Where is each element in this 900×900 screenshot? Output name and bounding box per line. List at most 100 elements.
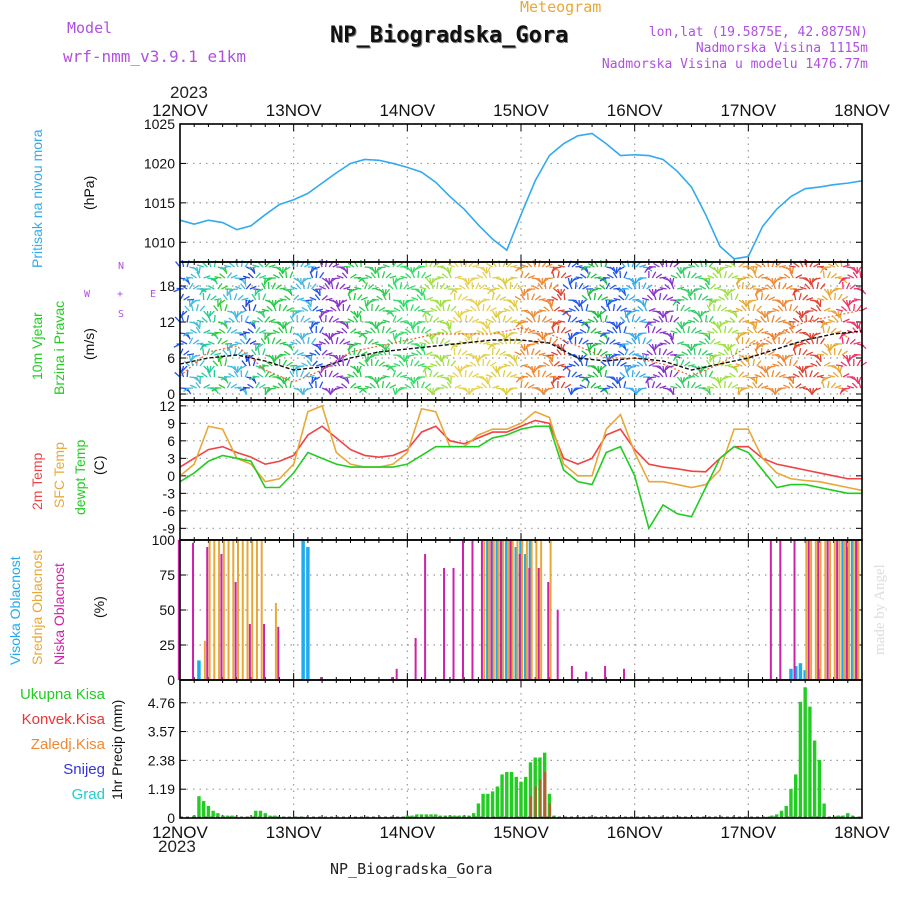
wind-barb xyxy=(261,364,269,367)
wind-barb xyxy=(821,350,829,356)
wind-barb xyxy=(583,321,591,324)
wind-barb xyxy=(381,348,387,356)
wind-barb xyxy=(319,326,324,334)
wind-barb xyxy=(757,273,764,279)
wind-barb xyxy=(553,306,561,312)
wind-barb xyxy=(495,293,501,301)
wind-barb xyxy=(268,299,274,306)
wind-barb xyxy=(666,277,672,284)
wind-barb xyxy=(635,370,641,378)
y-tick-label: 2.38 xyxy=(148,752,175,768)
wind-barb xyxy=(694,310,700,317)
wind-barb xyxy=(526,347,529,356)
wind-barb xyxy=(752,359,756,367)
wind-barb xyxy=(734,293,739,301)
wind-barb xyxy=(601,296,609,301)
wind-barb xyxy=(842,264,850,268)
wind-barb xyxy=(628,310,637,314)
wind-barb xyxy=(664,284,671,290)
cloud-bar xyxy=(197,660,201,680)
precip-bar xyxy=(197,796,201,818)
x-tick-label-bottom: 14NOV xyxy=(379,823,435,842)
wind-barb xyxy=(648,343,655,350)
wind-barb xyxy=(382,375,390,378)
wind-barb xyxy=(635,316,641,323)
wind-barb xyxy=(631,332,636,340)
wind-barb xyxy=(721,376,729,381)
y-tick-label: 3.57 xyxy=(148,724,175,740)
wind-barb xyxy=(497,339,504,345)
wind-barb xyxy=(247,359,251,367)
wind-barb xyxy=(422,293,426,301)
wind-barb xyxy=(510,373,518,378)
wind-barb xyxy=(514,295,522,301)
wind-barb xyxy=(312,266,320,270)
precip-label-convective: Konvek.Kisa xyxy=(21,711,105,728)
wind-barb xyxy=(755,343,759,351)
wind-barb xyxy=(181,310,188,317)
cloud-bar xyxy=(525,540,528,680)
cloud-bar xyxy=(227,540,230,680)
wind-barb xyxy=(433,262,440,268)
wind-barb xyxy=(282,359,288,367)
wind-barb xyxy=(507,277,515,282)
wind-barb xyxy=(450,305,457,312)
wind-barb xyxy=(557,271,560,279)
cloud-bar xyxy=(855,540,858,680)
wind-barb xyxy=(612,266,617,274)
wind-barb xyxy=(443,339,451,345)
wind-barb xyxy=(350,273,357,279)
wind-barb xyxy=(332,372,339,378)
wind-barb xyxy=(599,284,606,290)
wind-band xyxy=(618,260,654,396)
wind-barb xyxy=(569,277,573,285)
wind-barb xyxy=(258,365,265,372)
wind-barb xyxy=(687,288,692,296)
wind-barb xyxy=(706,359,711,367)
wind-barb xyxy=(612,376,618,384)
wind-barb xyxy=(834,275,842,279)
wind-barb xyxy=(543,361,550,367)
wind-barb xyxy=(620,343,626,350)
wind-barb xyxy=(245,283,252,290)
wind-barb xyxy=(314,294,321,301)
wind-barb xyxy=(360,387,367,394)
wind-barb xyxy=(371,376,377,383)
wind-barb xyxy=(303,317,311,323)
wind-barb xyxy=(411,271,416,279)
model-label: Model xyxy=(67,19,113,37)
wind-barb xyxy=(209,310,215,317)
wind-barb xyxy=(321,295,328,301)
wind-barb xyxy=(284,295,291,301)
chart-title: NP_Biogradska_Gora xyxy=(330,23,569,48)
wind-barb xyxy=(639,373,646,378)
wind-barb xyxy=(591,288,599,292)
wind-barb xyxy=(605,282,611,290)
wind-barb xyxy=(354,286,362,290)
wind-barb xyxy=(241,304,247,312)
precip-label-freezing: Zaledj.Kisa xyxy=(30,736,105,753)
wind-barb xyxy=(578,337,583,345)
wind-barb xyxy=(482,287,491,290)
wind-barb xyxy=(626,284,633,290)
wind-barb xyxy=(520,293,526,301)
cloud-bar xyxy=(530,540,533,680)
wind-barb xyxy=(534,295,542,301)
wind-barb xyxy=(248,321,256,325)
wind-barb xyxy=(712,327,718,334)
wind-barb xyxy=(509,299,515,307)
wind-barb xyxy=(572,277,580,281)
wind-barb xyxy=(561,343,566,351)
wind-barb xyxy=(771,387,776,395)
wind-barb xyxy=(419,342,427,345)
y-tick-label: 3 xyxy=(167,450,175,466)
wind-barb xyxy=(586,271,591,279)
wind-barb xyxy=(492,330,500,334)
wind-barb xyxy=(612,327,618,334)
wind-barb xyxy=(552,283,559,290)
wind-barb xyxy=(734,310,738,318)
wind-barb xyxy=(828,263,836,268)
wind-barb xyxy=(777,305,784,312)
wind-barb xyxy=(593,365,599,373)
wind-barb xyxy=(289,370,295,378)
